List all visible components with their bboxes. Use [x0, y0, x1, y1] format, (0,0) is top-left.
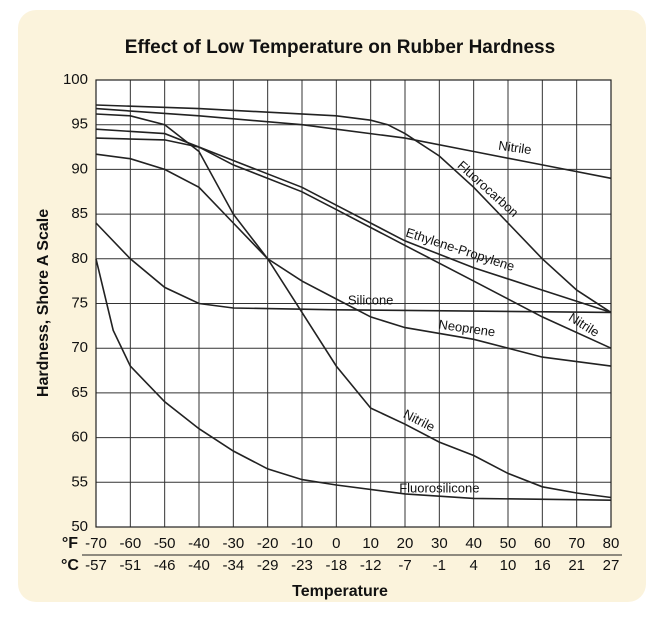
- series-line: [95, 107, 612, 180]
- x-tick-label: -60: [119, 535, 141, 552]
- x-tick-label: -10: [291, 535, 313, 552]
- x-unit-label: °F: [62, 535, 78, 552]
- x2-tick-label: -46: [154, 557, 176, 574]
- y-tick-label: 75: [71, 294, 88, 311]
- plot-frame: [95, 79, 612, 528]
- x-tick-label: -20: [257, 535, 279, 552]
- y-tick-label: 95: [71, 116, 88, 133]
- series-line: [95, 222, 612, 314]
- series-label: Nitrile: [498, 138, 533, 157]
- y-tick-label: 60: [71, 429, 88, 446]
- x-tick-label: 70: [568, 535, 585, 552]
- x-tick-label: 80: [603, 535, 620, 552]
- series-label: Fluorosilicone: [399, 481, 479, 496]
- y-tick-label: 85: [71, 205, 88, 222]
- y-tick-label: 90: [71, 160, 88, 177]
- y-tick-label: 50: [71, 518, 88, 535]
- x2-tick-label: -34: [222, 557, 244, 574]
- chart-title: Effect of Low Temperature on Rubber Hard…: [125, 37, 555, 58]
- x2-tick-label: -57: [85, 557, 107, 574]
- x2-tick-label: 16: [534, 557, 551, 574]
- series-line: [95, 104, 612, 314]
- x2-tick-label: -51: [119, 557, 141, 574]
- x-tick-label: -30: [222, 535, 244, 552]
- x-tick-label: 10: [362, 535, 379, 552]
- x2-tick-label: -12: [360, 557, 382, 574]
- y-axis-label: Hardness, Shore A Scale: [35, 209, 52, 397]
- y-tick-label: 80: [71, 250, 88, 267]
- x-tick-label: -40: [188, 535, 210, 552]
- x2-tick-label: -40: [188, 557, 210, 574]
- series-line: [95, 113, 612, 499]
- series-line: [95, 137, 612, 349]
- x2-tick-label: -23: [291, 557, 313, 574]
- series-line: [95, 258, 612, 501]
- x2-tick-label: 10: [500, 557, 517, 574]
- y-tick-label: 100: [63, 71, 88, 88]
- x-tick-label: 30: [431, 535, 448, 552]
- x2-tick-label: -29: [257, 557, 279, 574]
- x2-tick-label: 21: [568, 557, 585, 574]
- x2-tick-label: 4: [469, 557, 477, 574]
- x-tick-label: 20: [397, 535, 414, 552]
- x2-unit-label: °C: [61, 557, 79, 574]
- series-label: Silicone: [348, 293, 394, 308]
- x-tick-label: 40: [465, 535, 482, 552]
- x-tick-label: 50: [500, 535, 517, 552]
- x-tick-label: -50: [154, 535, 176, 552]
- x-axis-label: Temperature: [292, 583, 388, 600]
- series-line: [95, 153, 612, 367]
- y-tick-label: 70: [71, 339, 88, 356]
- x-tick-label: -70: [85, 535, 107, 552]
- x2-tick-label: 27: [603, 557, 620, 574]
- y-tick-label: 65: [71, 384, 88, 401]
- x2-tick-label: -1: [433, 557, 446, 574]
- x2-tick-label: -7: [398, 557, 411, 574]
- y-tick-label: 55: [71, 473, 88, 490]
- x-tick-label: 0: [332, 535, 340, 552]
- x-tick-label: 60: [534, 535, 551, 552]
- x2-tick-label: -18: [325, 557, 347, 574]
